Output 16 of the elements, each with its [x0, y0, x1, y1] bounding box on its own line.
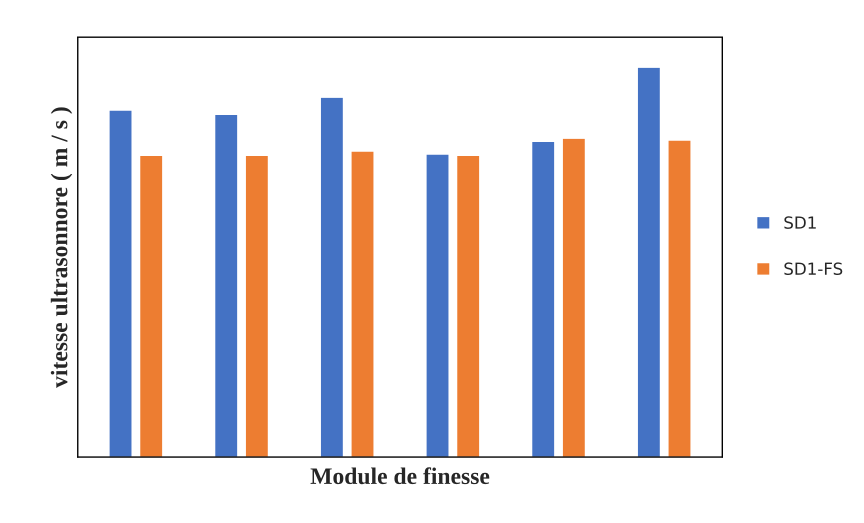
bar [456, 154, 481, 458]
bar [108, 109, 133, 458]
bar [425, 153, 450, 458]
bar [350, 150, 375, 458]
bar [636, 66, 662, 458]
bar [667, 139, 692, 458]
bar [214, 114, 239, 458]
bar [530, 140, 556, 458]
bar [562, 137, 586, 458]
x-axis-title: Module de finesse [310, 467, 490, 484]
legend-label: SD1-FS [784, 262, 842, 276]
y-axis-title: vitesse ultrasonnore ( m / s ) [50, 107, 72, 388]
legend-label: SD1 [784, 216, 816, 229]
bar [244, 154, 270, 458]
bar [138, 154, 164, 458]
bar [320, 96, 344, 458]
